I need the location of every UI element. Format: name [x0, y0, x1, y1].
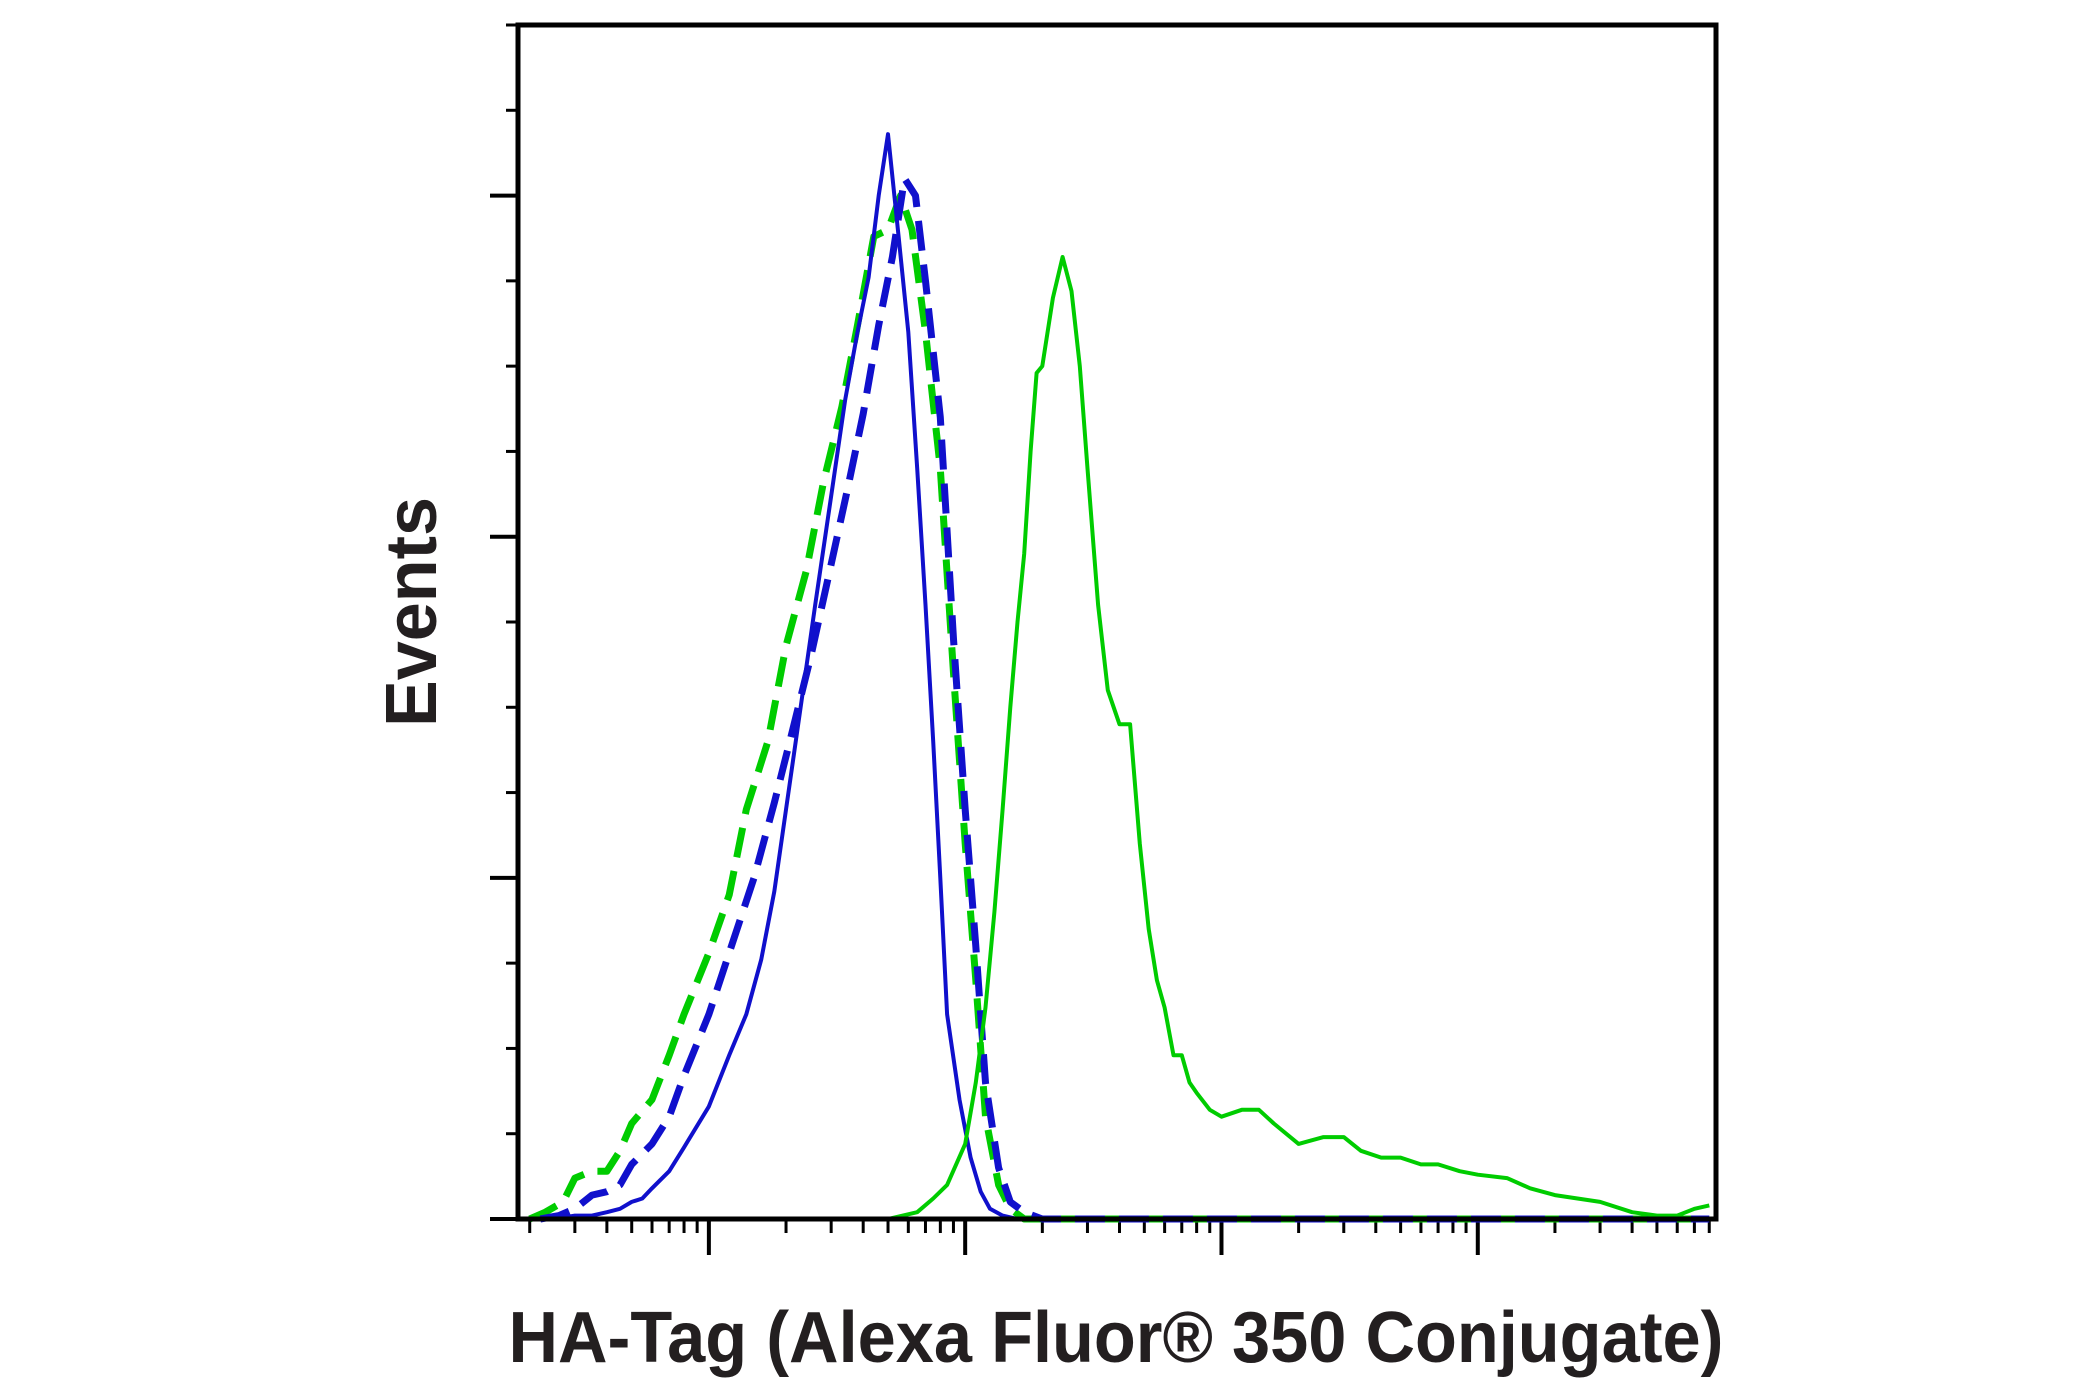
y-axis-label: Events — [372, 497, 452, 727]
series-line-3-solid — [529, 132, 1710, 1221]
plot-frame — [515, 22, 1719, 1222]
series-group — [528, 132, 1710, 1223]
series-line-2-dashed — [539, 175, 1710, 1223]
series-line-1-dashed — [528, 192, 1710, 1223]
x-axis-label: HA-Tag (Alexa Fluor® 350 Conjugate) — [509, 1298, 1724, 1378]
axes — [490, 23, 1711, 1255]
series-line-4-solid — [529, 255, 1710, 1221]
frame — [515, 22, 1719, 1222]
